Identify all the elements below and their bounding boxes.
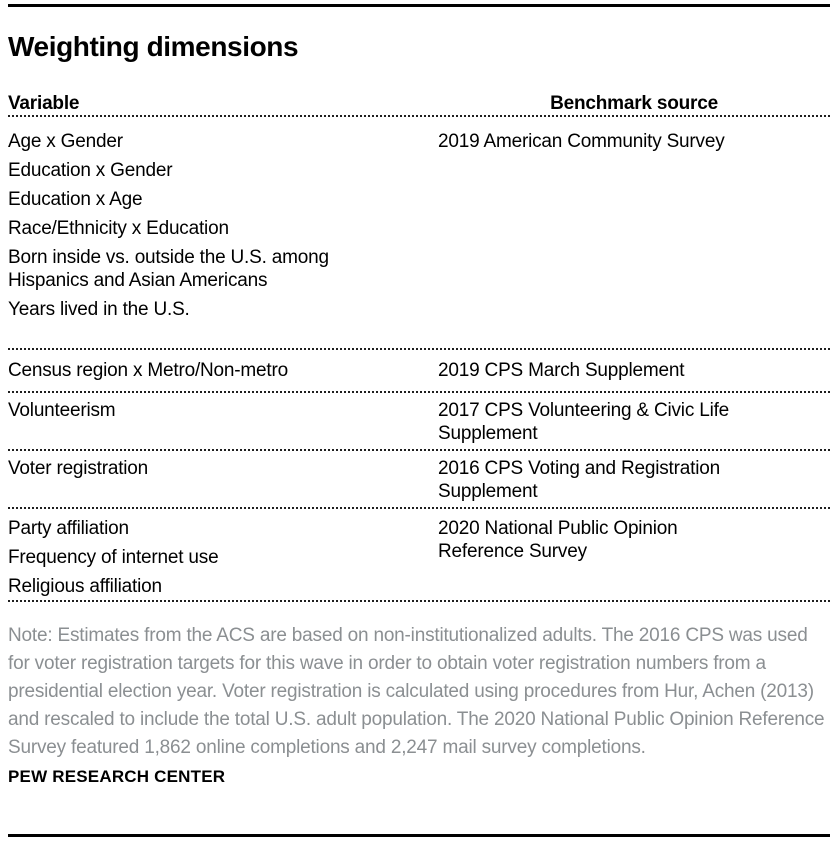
variable-cell: Volunteerism: [8, 399, 438, 445]
bottom-rule: [8, 834, 830, 837]
variable-cell: Party affiliation Frequency of internet …: [8, 517, 438, 598]
benchmark-text: 2017 CPS Volunteering & Civic Life: [438, 400, 730, 421]
variable-text: Census region x Metro/Non-metro: [8, 360, 288, 381]
variable-item: Born inside vs. outside the U.S. among H…: [8, 246, 438, 292]
variable-text: Born inside vs. outside the U.S. among: [8, 247, 329, 268]
variable-text: Religious affiliation: [8, 576, 162, 597]
variable-text: Age x Gender: [8, 131, 123, 152]
table-row-volunteerism: Volunteerism 2017 CPS Volunteering & Civ…: [8, 393, 830, 449]
benchmark-text: 2016 CPS Voting and Registration: [438, 458, 720, 479]
variable-cell: Age x Gender Education x Gender Educatio…: [8, 130, 438, 321]
benchmark-text: Supplement: [438, 423, 538, 444]
variable-item: Census region x Metro/Non-metro: [8, 359, 438, 382]
benchmark-text: 2019 American Community Survey: [438, 131, 725, 152]
variable-item: Voter registration: [8, 457, 438, 480]
variable-cell: Census region x Metro/Non-metro: [8, 359, 438, 382]
variable-text: Years lived in the U.S.: [8, 299, 190, 320]
benchmark-text: Reference Survey: [438, 541, 587, 562]
variable-text: Frequency of internet use: [8, 547, 219, 568]
table-header-row: Variable Benchmark source: [8, 93, 830, 115]
variable-text: Volunteerism: [8, 400, 116, 421]
benchmark-cell: 2016 CPS Voting and Registration Supplem…: [438, 457, 830, 503]
benchmark-cell: 2019 CPS March Supplement: [438, 359, 830, 382]
variable-item: Education x Gender: [8, 159, 438, 182]
variable-item: Party affiliation: [8, 517, 438, 540]
variable-text: Party affiliation: [8, 518, 129, 539]
table-row-voter-registration: Voter registration 2016 CPS Voting and R…: [8, 451, 830, 507]
variable-text: Voter registration: [8, 458, 149, 479]
variable-item: Frequency of internet use: [8, 546, 438, 569]
footer-brand: PEW RESEARCH CENTER: [8, 767, 226, 786]
column-header-variable: Variable: [8, 93, 80, 114]
page-title: Weighting dimensions: [8, 31, 299, 62]
variable-text: Education x Gender: [8, 160, 173, 181]
row-divider: [8, 600, 830, 602]
table-row-acs: Age x Gender Education x Gender Educatio…: [8, 117, 830, 348]
top-rule: [8, 4, 830, 7]
variable-cell: Voter registration: [8, 457, 438, 503]
variable-text: Education x Age: [8, 189, 143, 210]
variable-item: Years lived in the U.S.: [8, 298, 438, 321]
variable-text: Hispanics and Asian Americans: [8, 270, 268, 291]
variable-item: Race/Ethnicity x Education: [8, 217, 438, 240]
benchmark-cell: 2017 CPS Volunteering & Civic Life Suppl…: [438, 399, 830, 445]
benchmark-text: 2020 National Public Opinion: [438, 518, 678, 539]
row-divider: [8, 391, 830, 393]
header-divider: [8, 115, 830, 117]
row-divider: [8, 348, 830, 350]
row-divider: [8, 507, 830, 509]
variable-item: Age x Gender: [8, 130, 438, 153]
variable-text: Race/Ethnicity x Education: [8, 218, 229, 239]
table-row-npors: Party affiliation Frequency of internet …: [8, 509, 830, 600]
table-row-cps-march: Census region x Metro/Non-metro 2019 CPS…: [8, 350, 830, 391]
table-note: Note: Estimates from the ACS are based o…: [8, 625, 825, 758]
variable-item: Education x Age: [8, 188, 438, 211]
column-header-benchmark-source: Benchmark source: [550, 93, 718, 114]
benchmark-text: 2019 CPS March Supplement: [438, 360, 685, 381]
variable-item: Religious affiliation: [8, 575, 438, 598]
benchmark-text: Supplement: [438, 481, 538, 502]
benchmark-cell: 2019 American Community Survey: [438, 130, 830, 321]
benchmark-cell: 2020 National Public Opinion Reference S…: [438, 517, 830, 598]
row-divider: [8, 449, 830, 451]
variable-item: Volunteerism: [8, 399, 438, 422]
